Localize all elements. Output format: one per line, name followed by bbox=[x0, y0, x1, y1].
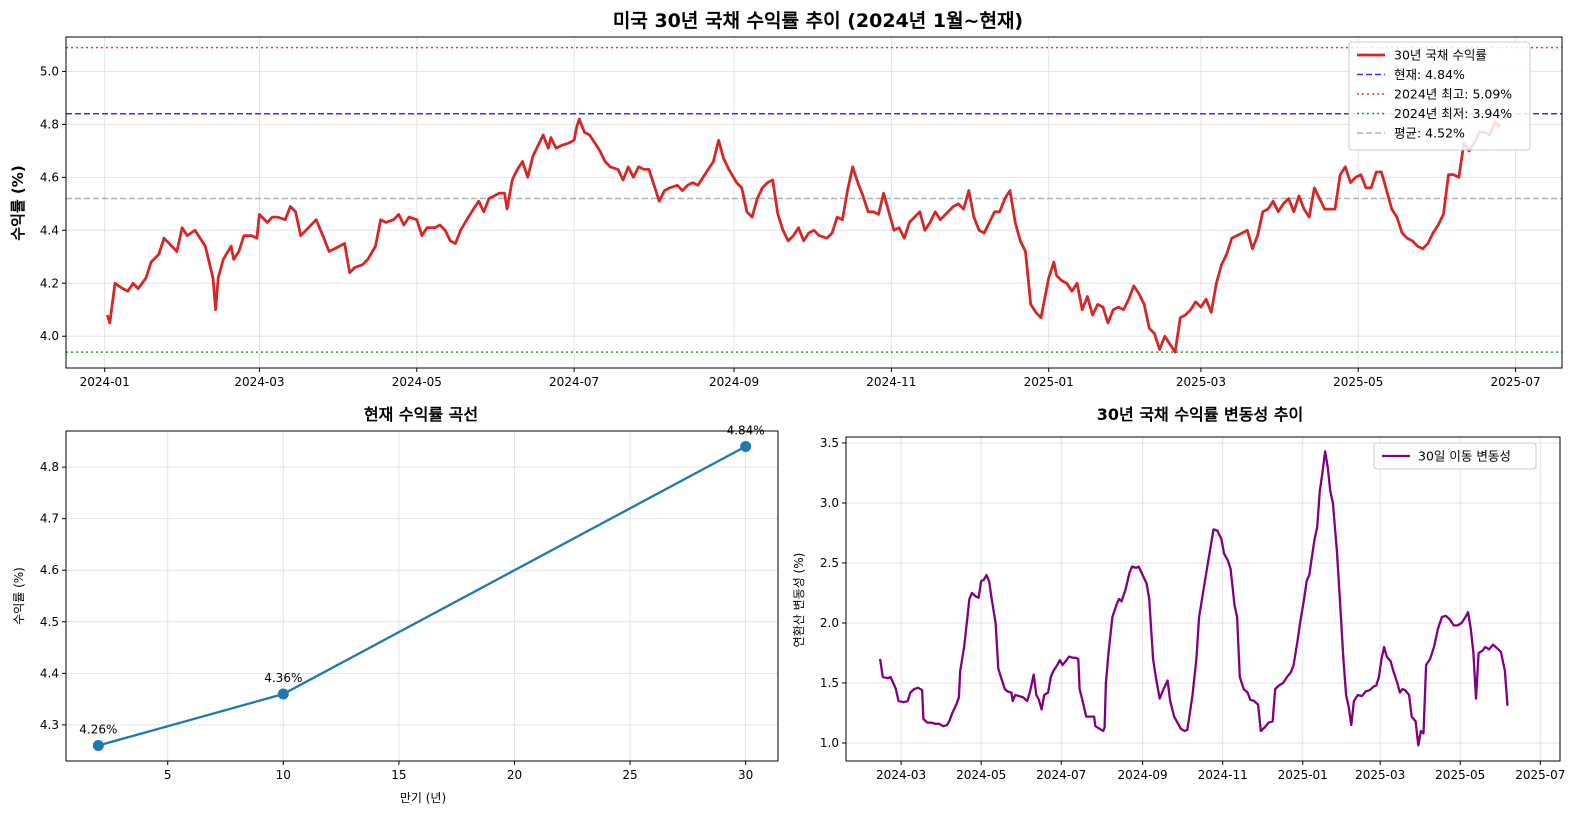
curve-ytick-label: 4.3 bbox=[40, 718, 59, 732]
legend-label: 평균: 4.52% bbox=[1394, 126, 1465, 141]
volatility-ylabel: 연환산 변동성 (%) bbox=[792, 553, 806, 648]
legend-label: 현재: 4.84% bbox=[1394, 67, 1465, 82]
volatility-title: 30년 국채 수익률 변동성 추이 bbox=[1097, 405, 1303, 424]
legend-label: 30년 국채 수익률 bbox=[1394, 48, 1487, 63]
yield-curve-point bbox=[740, 440, 752, 452]
main-ytick-label: 4.4 bbox=[40, 223, 59, 237]
curve-ytick-label: 4.4 bbox=[40, 666, 59, 680]
legend-label: 30일 이동 변동성 bbox=[1418, 449, 1511, 464]
vol-xtick-label: 2025-07 bbox=[1515, 768, 1565, 782]
vol-xtick-label: 2024-09 bbox=[1118, 768, 1168, 782]
curve-ytick-label: 4.7 bbox=[40, 512, 59, 526]
vol-ytick-label: 3.0 bbox=[820, 496, 839, 510]
main-ytick-label: 4.6 bbox=[40, 170, 59, 184]
main-chart-frame bbox=[65, 36, 1563, 369]
main-chart-lines bbox=[66, 46, 1562, 354]
curve-xtick-label: 10 bbox=[276, 768, 291, 782]
vol-xtick-label: 2024-07 bbox=[1036, 768, 1086, 782]
vol-ytick-label: 1.5 bbox=[820, 676, 839, 690]
main-xtick-label: 2024-07 bbox=[549, 375, 599, 389]
yield-curve-ylabel: 수익률 (%) bbox=[12, 567, 26, 625]
main-xtick-label: 2024-01 bbox=[80, 375, 130, 389]
legend-label: 2024년 최저: 3.94% bbox=[1394, 106, 1512, 121]
main-yield-chart: 미국 30년 국채 수익률 추이 (2024년 1월~현재) 2024-01 20… bbox=[9, 10, 1563, 389]
vol-xtick-label: 2025-05 bbox=[1435, 768, 1485, 782]
main-ytick-label: 4.8 bbox=[40, 117, 59, 131]
yield-curve-lines: 4.26% 4.36% 4.84% bbox=[79, 423, 765, 752]
legend-frame bbox=[1373, 442, 1537, 470]
main-xtick-label: 2024-05 bbox=[392, 375, 442, 389]
main-chart-ticks: 2024-01 2024-03 2024-05 2024-07 2024-09 2024-… bbox=[40, 64, 1541, 389]
yield-curve-title: 현재 수익률 곡선 bbox=[364, 405, 478, 424]
yield-curve-line bbox=[98, 445, 747, 747]
curve-xtick-label: 30 bbox=[738, 768, 753, 782]
curve-xtick-label: 5 bbox=[164, 768, 172, 782]
yield-curve-data-label: 4.84% bbox=[727, 423, 765, 437]
volatility-grid bbox=[846, 437, 1560, 761]
main-xtick-label: 2025-07 bbox=[1491, 375, 1541, 389]
vol-xtick-label: 2025-03 bbox=[1355, 768, 1405, 782]
vol-xtick-label: 2025-01 bbox=[1278, 768, 1328, 782]
main-ytick-label: 5.0 bbox=[40, 64, 59, 78]
main-chart-title: 미국 30년 국채 수익률 추이 (2024년 1월~현재) bbox=[613, 10, 1023, 32]
yield-curve-xlabel: 만기 (년) bbox=[400, 791, 446, 805]
main-xtick-label: 2025-03 bbox=[1176, 375, 1226, 389]
yield-curve-grid bbox=[66, 431, 778, 761]
volatility-lines bbox=[878, 450, 1509, 747]
main-xtick-label: 2024-03 bbox=[234, 375, 284, 389]
legend-label: 2024년 최고: 5.09% bbox=[1394, 87, 1512, 102]
main-xtick-label: 2025-01 bbox=[1024, 375, 1074, 389]
main-xtick-label: 2024-11 bbox=[866, 375, 916, 389]
main-ytick-label: 4.2 bbox=[40, 276, 59, 290]
yield-series-line bbox=[105, 117, 1502, 354]
volatility-frame bbox=[845, 436, 1561, 762]
main-xtick-label: 2025-05 bbox=[1333, 375, 1383, 389]
curve-ytick-label: 4.8 bbox=[40, 460, 59, 474]
main-xtick-label: 2024-09 bbox=[709, 375, 759, 389]
volatility-chart: 30년 국채 수익률 변동성 추이 2024-03 2024-05 2024-07 2… bbox=[792, 405, 1565, 782]
vol-xtick-label: 2024-11 bbox=[1198, 768, 1248, 782]
volatility-series-line bbox=[878, 450, 1509, 747]
vol-ytick-label: 2.5 bbox=[820, 556, 839, 570]
yield-curve-data-label: 4.26% bbox=[79, 723, 117, 737]
yield-curve-data-label: 4.36% bbox=[264, 671, 302, 685]
vol-ytick-label: 3.5 bbox=[820, 436, 839, 450]
volatility-ticks: 2024-03 2024-05 2024-07 2024-09 2024-11 2025-… bbox=[820, 436, 1565, 782]
curve-xtick-label: 25 bbox=[622, 768, 637, 782]
curve-xtick-label: 20 bbox=[507, 768, 522, 782]
vol-xtick-label: 2024-05 bbox=[956, 768, 1006, 782]
main-chart-ylabel: 수익률 (%) bbox=[9, 165, 27, 240]
main-chart-grid bbox=[66, 37, 1562, 368]
vol-xtick-label: 2024-03 bbox=[876, 768, 926, 782]
yield-curve-point bbox=[277, 688, 289, 700]
main-ytick-label: 4.0 bbox=[40, 329, 59, 343]
yield-curve-ticks: 5 10 15 20 25 30 4.3 4.4 4.5 4.6 4.7 4.8 bbox=[40, 460, 753, 782]
yield-curve-point bbox=[92, 740, 104, 752]
volatility-legend: 30일 이동 변동성 bbox=[1373, 442, 1537, 470]
vol-ytick-label: 2.0 bbox=[820, 616, 839, 630]
yield-curve-chart: 현재 수익률 곡선 4.26% 4.36% 4.84% 5 10 15 20 25 30 4.3… bbox=[12, 405, 779, 805]
yield-curve-frame bbox=[65, 430, 779, 762]
curve-ytick-label: 4.5 bbox=[40, 615, 59, 629]
legend-frame bbox=[1348, 41, 1531, 151]
curve-ytick-label: 4.6 bbox=[40, 563, 59, 577]
curve-xtick-label: 15 bbox=[391, 768, 406, 782]
vol-ytick-label: 1.0 bbox=[820, 736, 839, 750]
